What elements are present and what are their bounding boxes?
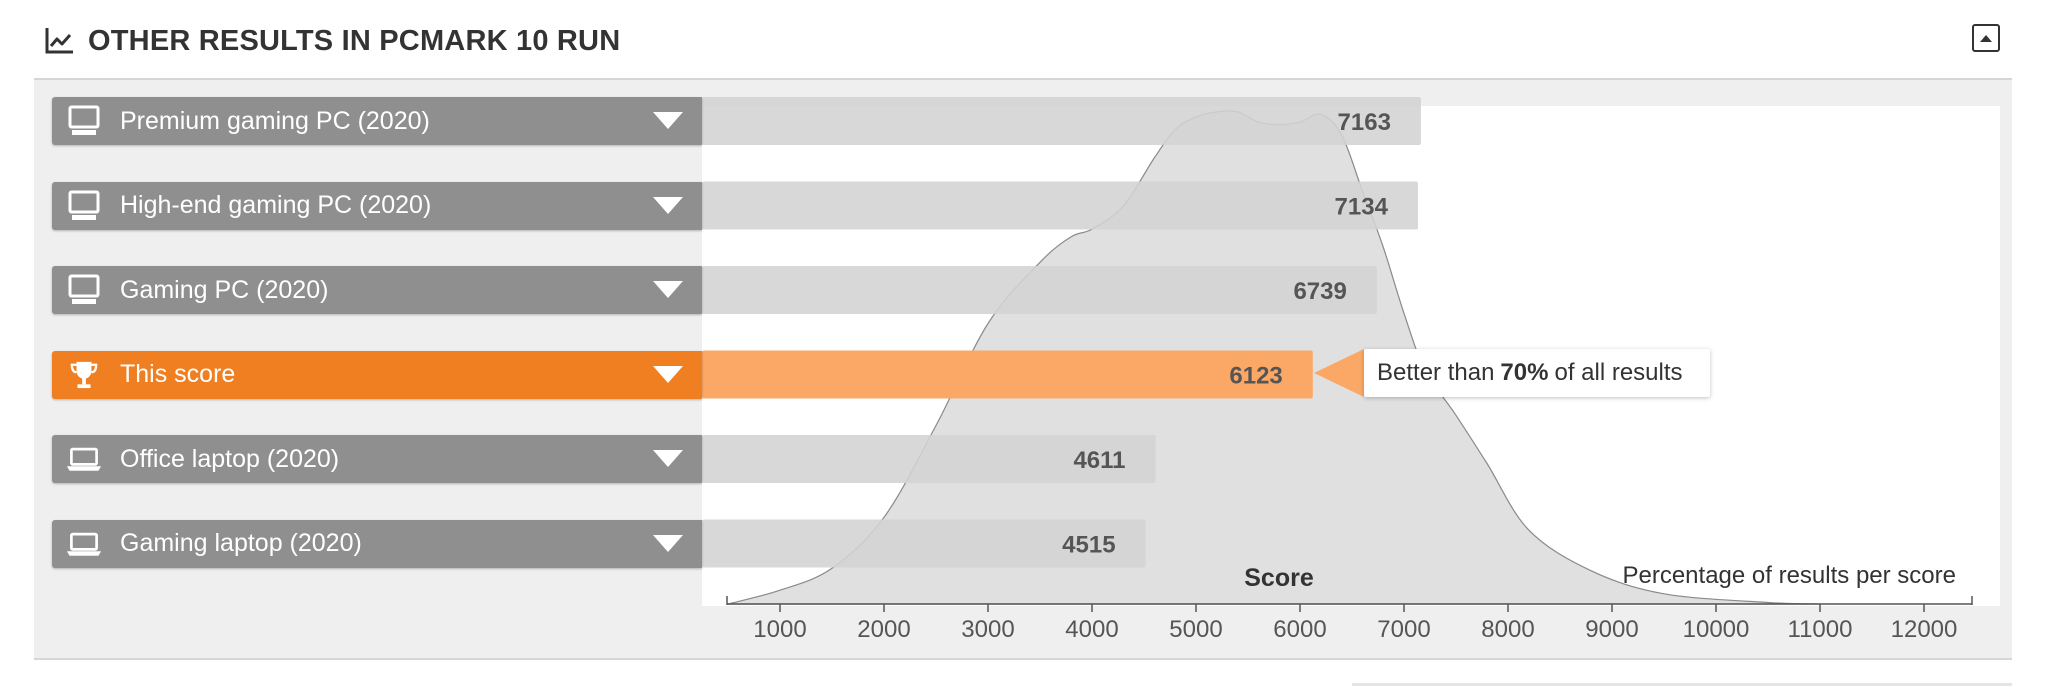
- distribution-label: Percentage of results per score: [1622, 562, 1956, 589]
- callout-prefix: Better than: [1377, 359, 1495, 386]
- score-value-label: 4611: [1073, 447, 1125, 474]
- line-chart-icon: [45, 28, 73, 54]
- category-name: Gaming laptop (2020): [120, 529, 362, 557]
- x-tick-label: 8000: [1481, 616, 1534, 643]
- score-value-label: 4515: [1062, 532, 1115, 559]
- score-bar: [702, 519, 1146, 568]
- x-tick-label: 6000: [1273, 616, 1326, 643]
- category-name: This score: [120, 360, 236, 388]
- x-tick-label: 7000: [1377, 616, 1430, 643]
- category-name: Premium gaming PC (2020): [120, 106, 430, 135]
- divider: [1352, 683, 2012, 686]
- callout-suffix: of all results: [1554, 359, 1683, 386]
- laptop-icon: [66, 527, 102, 561]
- dropdown-arrow-icon[interactable]: [648, 360, 688, 390]
- section-title: OTHER RESULTS IN PCMARK 10 RUN: [88, 24, 621, 57]
- score-bar: [702, 97, 1421, 145]
- desktop-icon: [66, 104, 102, 138]
- score-value-label: 6739: [1293, 278, 1346, 305]
- score-bar: [702, 435, 1156, 483]
- x-tick-label: 4000: [1065, 616, 1118, 643]
- x-tick-label: 11000: [1788, 616, 1853, 643]
- x-tick-label: 9000: [1585, 616, 1638, 643]
- x-tick-label: 3000: [961, 616, 1014, 643]
- callout-percent: 70%: [1500, 359, 1549, 386]
- section-header: OTHER RESULTS IN PCMARK 10 RUN: [44, 18, 620, 64]
- category-label[interactable]: Gaming PC (2020): [52, 266, 702, 314]
- dropdown-arrow-icon[interactable]: [648, 191, 688, 221]
- dropdown-arrow-icon[interactable]: [648, 275, 688, 305]
- category-name: Gaming PC (2020): [120, 275, 329, 304]
- score-value-label: 6123: [1229, 363, 1282, 390]
- x-axis-title: Score: [1244, 564, 1314, 592]
- x-tick-label: 5000: [1169, 616, 1222, 643]
- dropdown-arrow-icon[interactable]: [648, 444, 688, 474]
- score-bar: [702, 266, 1377, 314]
- collapse-up-icon: [1980, 35, 1992, 42]
- desktop-icon: [66, 273, 102, 307]
- category-label[interactable]: This score: [52, 350, 702, 399]
- laptop-icon: [66, 442, 102, 476]
- score-value-label: 7134: [1335, 194, 1389, 221]
- category-label[interactable]: Gaming laptop (2020): [52, 519, 702, 568]
- x-tick-label: 12000: [1891, 616, 1958, 643]
- x-tick-label: 10000: [1683, 616, 1750, 643]
- category-label[interactable]: High-end gaming PC (2020): [52, 181, 702, 230]
- callout-arrow: [1314, 349, 1364, 397]
- x-tick-label: 1000: [753, 616, 806, 643]
- score-bar: [702, 181, 1418, 230]
- category-label[interactable]: Office laptop (2020): [52, 435, 702, 483]
- x-tick-label: 2000: [857, 616, 910, 643]
- percentile-callout: Better than 70% of all results: [1364, 349, 1710, 397]
- dropdown-arrow-icon[interactable]: [648, 106, 688, 136]
- score-bar: [702, 350, 1313, 399]
- collapse-button[interactable]: [1972, 24, 2000, 52]
- dropdown-arrow-icon[interactable]: [648, 529, 688, 559]
- category-name: High-end gaming PC (2020): [120, 191, 432, 219]
- desktop-icon: [66, 189, 102, 223]
- category-name: Office laptop (2020): [120, 444, 340, 473]
- score-value-label: 7163: [1338, 109, 1391, 136]
- category-label[interactable]: Premium gaming PC (2020): [52, 97, 702, 145]
- trophy-icon: [66, 358, 102, 392]
